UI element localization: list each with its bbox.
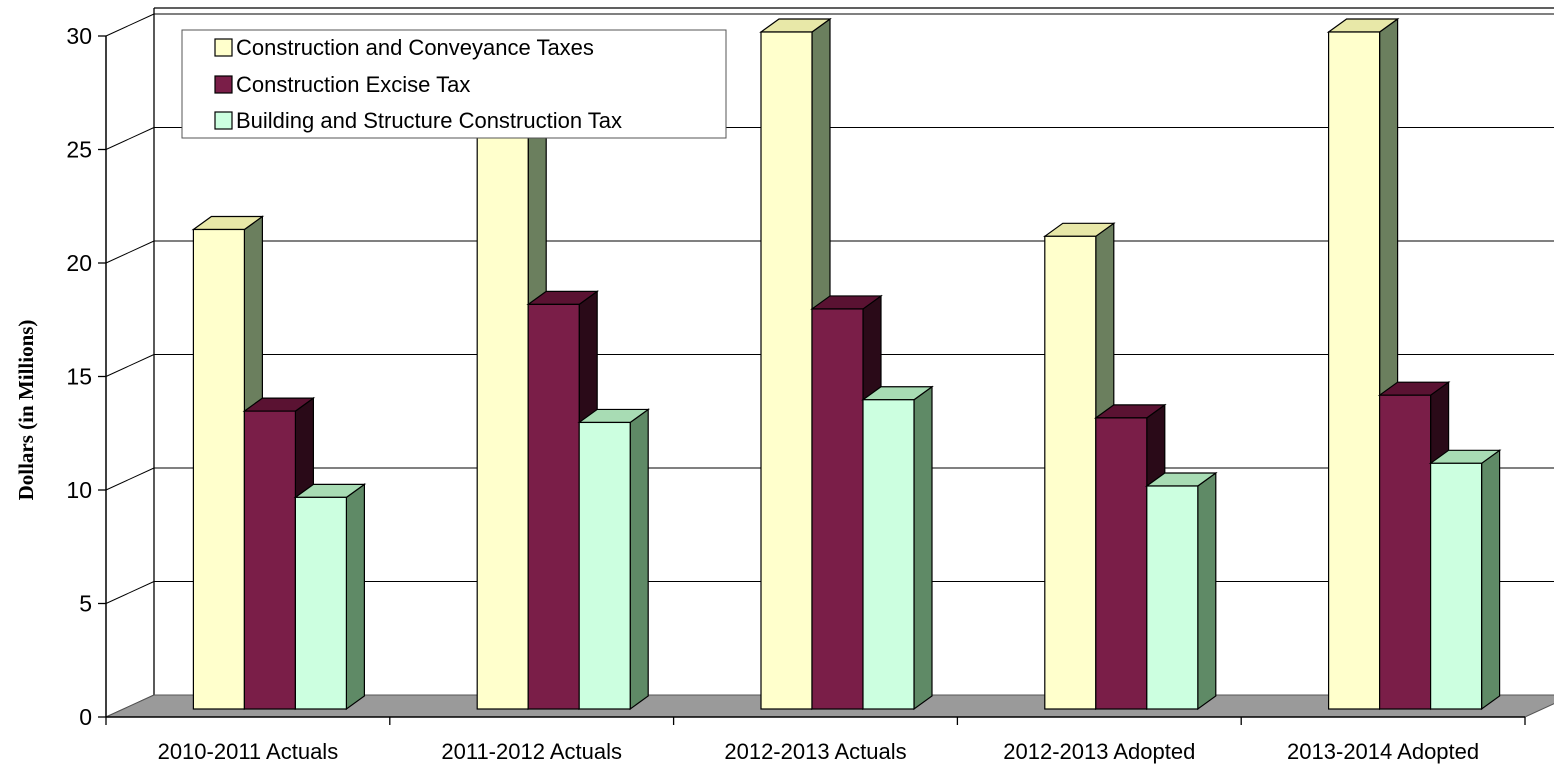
bar	[861, 385, 934, 711]
gridline-diagonal	[105, 467, 155, 491]
bar	[577, 408, 651, 711]
bar-front	[1378, 394, 1432, 710]
gridline-diagonal	[105, 13, 155, 37]
y-tick-label: 5	[79, 591, 92, 617]
bar-front	[294, 496, 347, 710]
y-tick-label: 15	[66, 364, 92, 390]
x-tick-label: 2012-2013 Actuals	[724, 739, 906, 764]
bar-front	[1095, 417, 1148, 710]
y-tick-label: 20	[66, 250, 92, 276]
bar-front	[811, 308, 864, 710]
x-tick-label: 2013-2014 Adopted	[1287, 739, 1479, 764]
bar-front	[1044, 235, 1097, 710]
bar-front	[1429, 462, 1483, 710]
bar-front	[192, 228, 245, 710]
bar-front	[476, 133, 529, 710]
chart-axes: 0 5 10 15 20 25 30 2010-2011 Actuals 2011-2012 A…	[66, 23, 1526, 764]
bar	[1144, 471, 1218, 711]
bar	[293, 483, 367, 711]
legend-label-construction-excise: Construction Excise Tax	[236, 72, 470, 97]
y-tick-label: 10	[66, 477, 92, 503]
x-tick-label: 2011-2012 Actuals	[441, 739, 622, 764]
bar-front	[243, 410, 296, 710]
legend-label-building-and-structure: Building and Structure Construction Tax	[236, 108, 622, 133]
legend-label-construction-and-conveyance: Construction and Conveyance Taxes	[236, 35, 594, 60]
legend: Construction and Conveyance Taxes Constr…	[181, 29, 727, 139]
bar-side	[913, 385, 933, 711]
x-tick-label: 2012-2013 Adopted	[1003, 739, 1195, 764]
bar-side	[1197, 471, 1217, 711]
gridline-diagonal	[105, 127, 155, 150]
legend-swatch-construction-and-conveyance	[214, 38, 233, 57]
bar-front	[527, 303, 580, 710]
bar-front	[862, 399, 915, 710]
bar-front	[1327, 31, 1381, 710]
bar	[1428, 449, 1502, 711]
bar-front	[578, 421, 631, 710]
bar-side	[1480, 449, 1501, 711]
bar-side	[629, 408, 649, 711]
bar-front	[760, 31, 813, 710]
legend-swatch-building-and-structure	[214, 111, 233, 130]
y-tick-label: 25	[66, 137, 92, 163]
gridline-diagonal	[105, 581, 155, 604]
legend-swatch-construction-excise	[214, 75, 233, 94]
y-tick-label: 30	[66, 23, 92, 49]
bars	[191, 17, 1502, 711]
gridline-diagonal	[105, 354, 155, 377]
x-tick-label: 2010-2011 Actuals	[158, 739, 339, 764]
legend-box	[181, 29, 727, 139]
y-tick-label: 0	[79, 704, 92, 730]
bar-side	[345, 483, 365, 711]
bar-front	[1146, 485, 1199, 710]
gridline-diagonal	[105, 240, 155, 264]
y-axis-label: Dollars (in Millions)	[14, 320, 38, 501]
